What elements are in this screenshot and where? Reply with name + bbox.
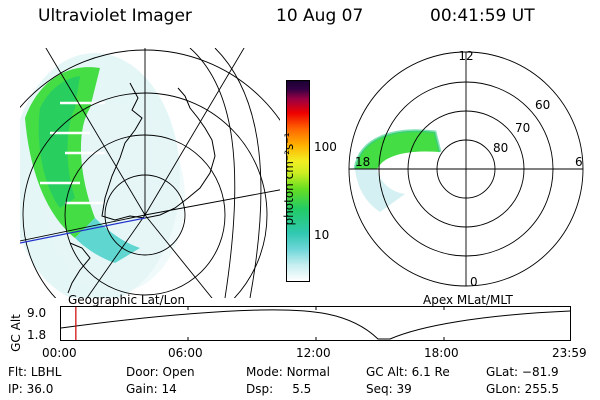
timeline-ytick-max: 9.0 [27, 306, 47, 320]
mlt-12-label: 12 [458, 49, 473, 63]
stat-glat: GLat: −81.9 [486, 365, 559, 379]
timeline-xtick-2359: 23:59 [552, 346, 587, 360]
meridians [20, 48, 280, 298]
stat-glat-value: −81.9 [521, 365, 559, 379]
timeline-frame [60, 306, 571, 341]
timeline-ytick-min: 1.8 [27, 328, 47, 342]
terminator-line [20, 217, 146, 244]
altitude-curve [60, 309, 571, 340]
apex-polar-plot: 12 18 6 0 60 70 80 [348, 49, 584, 289]
timeline-xtick-1200: 12:00 [296, 346, 331, 360]
colorbar-tick-10: 10 [314, 228, 330, 242]
stat-gcalt: GC Alt: 6.1 Re [366, 365, 450, 379]
stat-seq-value: 39 [396, 382, 412, 396]
timeline-xtick-1800: 18:00 [424, 346, 459, 360]
stat-gain: Gain: 14 [126, 382, 177, 396]
stat-gcalt-value: 6.1 Re [411, 365, 450, 379]
geographic-map [20, 48, 280, 298]
mlt-lines [349, 52, 583, 286]
image-time: 00:41:59 UT [430, 6, 535, 26]
altitude-timeline [60, 306, 571, 341]
image-date: 10 Aug 07 [276, 6, 364, 26]
stat-glon-value: 255.5 [524, 382, 559, 396]
timeline-xtick-0600: 06:00 [168, 346, 203, 360]
intensity-colorbar [286, 80, 310, 282]
stat-mode: Mode: Normal [246, 365, 330, 379]
mlat-60-label: 60 [535, 98, 550, 112]
mlt-18-label: 18 [355, 155, 370, 169]
colorbar-unit-label: photon cm⁻²s⁻¹ [282, 132, 296, 226]
stat-dsp: Dsp: 5.5 [246, 382, 312, 396]
timeline-xtick-0000: 00:00 [42, 346, 77, 360]
stat-gain-value: 14 [161, 382, 177, 396]
stat-ip-value: 36.0 [26, 382, 54, 396]
aurora-band-core [38, 76, 80, 208]
scan-streaks [40, 101, 105, 205]
stat-flt-value: LBHL [30, 365, 62, 379]
stat-door: Door: Open [126, 365, 195, 379]
instrument-title: Ultraviolet Imager [38, 6, 192, 26]
timeline-ticks [187, 306, 445, 341]
stat-flt: Flt: LBHL [8, 365, 62, 379]
coastline-south-america [67, 242, 91, 294]
mlat-70-label: 70 [515, 121, 530, 135]
outer-arcs [189, 48, 262, 298]
stat-door-value: Open [162, 365, 195, 379]
stat-ip: IP: 36.0 [8, 382, 54, 396]
geographic-caption: Geographic Lat/Lon [68, 293, 186, 307]
mlt-0-label: 0 [470, 275, 478, 289]
stat-dsp-value: 5.5 [292, 382, 312, 396]
mlat-80-label: 80 [493, 141, 508, 155]
stat-seq: Seq: 39 [366, 382, 412, 396]
timeline-ylabel: GC Alt [9, 314, 23, 352]
polar-faint-region [355, 169, 405, 212]
colorbar-tick-100: 100 [314, 140, 337, 154]
stat-mode-value: Normal [286, 365, 330, 379]
apex-caption: Apex MLat/MLT [423, 293, 513, 307]
mlt-6-label: 6 [575, 155, 583, 169]
stat-glon: GLon: 255.5 [486, 382, 559, 396]
